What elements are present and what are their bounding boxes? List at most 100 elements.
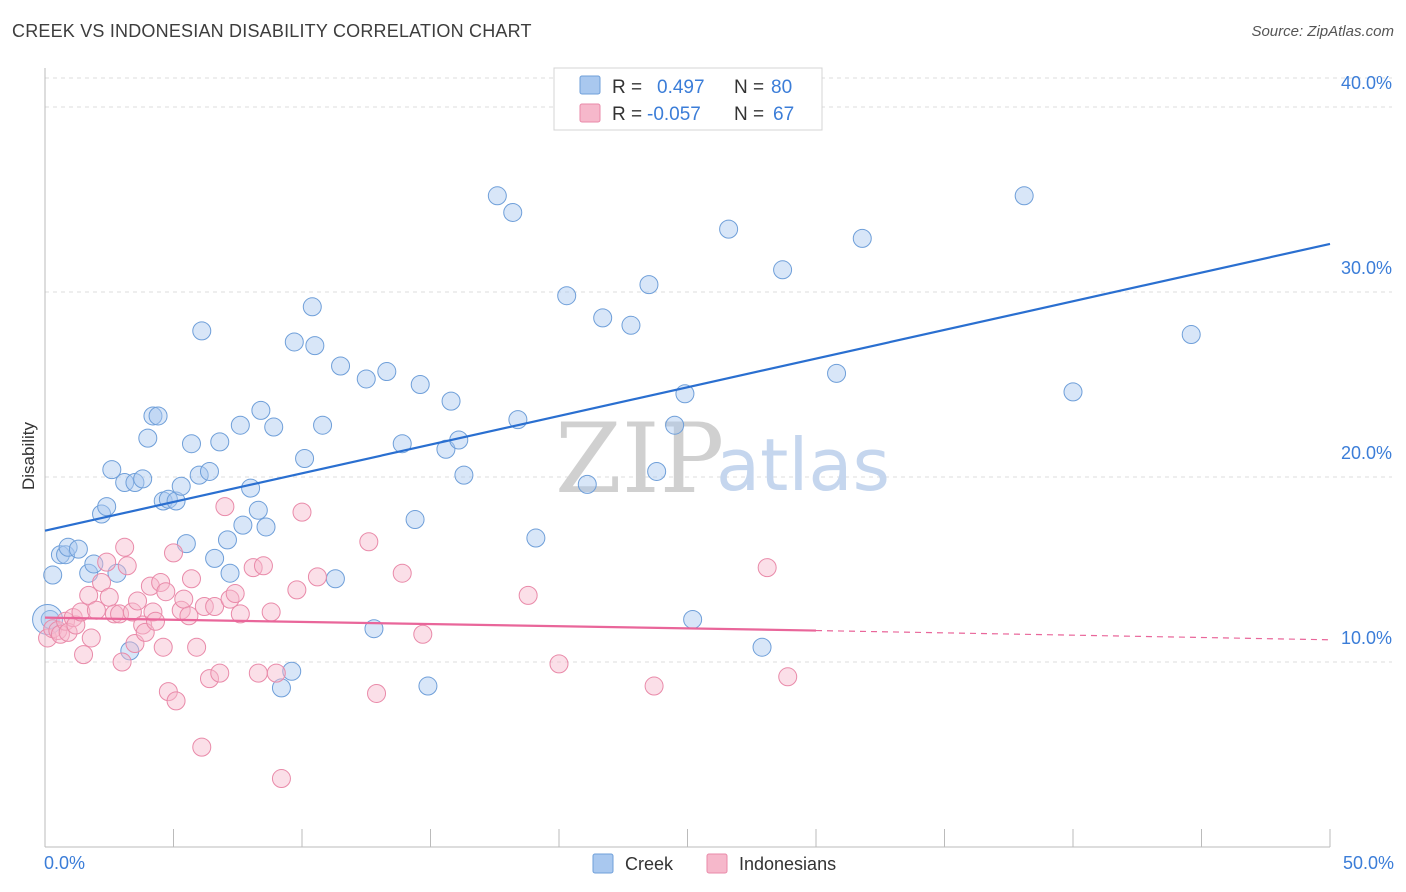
indonesians-point — [518, 585, 538, 605]
creek-point — [97, 497, 117, 517]
indonesians-point — [166, 691, 186, 711]
creek-point — [210, 432, 230, 452]
creek-point — [577, 474, 597, 494]
indonesians-point — [174, 589, 194, 609]
indonesians-point — [266, 663, 286, 683]
creek-r-value: 0.497 — [657, 77, 705, 98]
chart-title: CREEK VS INDONESIAN DISABILITY CORRELATI… — [12, 21, 532, 41]
creek-point — [181, 434, 201, 454]
indonesians-point — [248, 663, 268, 683]
watermark-zip: ZIP — [555, 403, 724, 515]
indonesians-point — [112, 652, 132, 672]
indonesians-point — [74, 645, 94, 665]
creek-point — [148, 406, 168, 426]
creek-point — [189, 465, 209, 485]
creek-point — [220, 563, 240, 583]
indonesians-point — [757, 558, 777, 578]
creek-point — [503, 202, 523, 222]
creek-trend-line — [44, 242, 1331, 532]
indonesians-point — [81, 628, 101, 648]
y-axis-label: Disability — [19, 421, 38, 490]
creek-point — [56, 545, 76, 565]
indonesians-point — [153, 637, 173, 657]
indonesians-series — [38, 497, 798, 789]
creek-point — [102, 460, 122, 480]
creek-point — [593, 308, 613, 328]
indonesians-point — [179, 606, 199, 626]
creek-point — [487, 186, 507, 206]
creek-point — [241, 478, 261, 498]
indonesians-point — [287, 580, 307, 600]
creek-point — [356, 369, 376, 389]
y-tick-label: 30.0% — [1341, 258, 1392, 278]
axes: 10.0% 20.0% 30.0% 40.0% — [44, 68, 1392, 848]
indonesians-point — [115, 537, 135, 557]
indonesians-point — [79, 585, 99, 605]
creek-point — [199, 461, 219, 481]
creek-point — [295, 449, 315, 468]
source-label: Source: ZipAtlas.com — [1251, 23, 1394, 40]
creek-point — [264, 417, 284, 437]
indonesians-trend-line — [44, 616, 817, 632]
creek-series — [32, 186, 1201, 698]
creek-point — [683, 609, 703, 629]
creek-point — [719, 219, 739, 239]
watermark: ZIP atlas — [555, 403, 890, 515]
y-tick-label: 20.0% — [1341, 443, 1392, 463]
indonesians-point — [99, 587, 119, 607]
indonesians-point — [413, 624, 433, 644]
indonesians-r-label: R = — [612, 104, 642, 125]
indonesians-point — [210, 663, 230, 683]
indonesians-point — [58, 622, 78, 642]
creek-point — [526, 528, 546, 548]
creek-point — [454, 465, 474, 485]
indonesians-point — [367, 683, 387, 703]
watermark-atlas: atlas — [716, 423, 890, 507]
indonesians-point — [122, 602, 142, 622]
creek-point — [752, 637, 772, 657]
creek-legend-label: Creek — [625, 854, 674, 874]
creek-point — [1181, 325, 1201, 345]
indonesians-point — [392, 563, 412, 583]
creek-point — [392, 434, 412, 454]
indonesians-point — [261, 602, 281, 622]
creek-point — [665, 415, 685, 435]
creek-point — [192, 321, 212, 341]
indonesians-point — [164, 543, 183, 563]
indonesians-r-value: -0.057 — [647, 104, 701, 125]
indonesians-point — [92, 572, 112, 592]
x-tick-label-max: 50.0% — [1343, 853, 1394, 873]
indonesians-point — [156, 582, 176, 602]
creek-point — [557, 286, 577, 306]
creek-point — [405, 510, 425, 530]
x-tick-label-min: 0.0% — [44, 853, 85, 873]
creek-point — [282, 661, 302, 681]
indonesians-point — [549, 654, 569, 674]
creek-point — [284, 332, 304, 352]
creek-point — [233, 515, 253, 535]
creek-point — [217, 530, 237, 550]
indonesians-point — [778, 667, 798, 687]
indonesians-point — [644, 676, 664, 696]
creek-point — [773, 260, 793, 280]
indonesians-point — [215, 497, 235, 517]
indonesians-legend-label: Indonesians — [739, 854, 836, 874]
creek-point — [271, 678, 291, 698]
indonesians-point — [307, 567, 327, 587]
indonesians-point — [117, 556, 137, 576]
creek-point — [143, 406, 163, 426]
creek-point — [248, 500, 268, 520]
correlation-legend: R = 0.497 N = 80 R = -0.057 N = 67 — [553, 67, 823, 131]
series-legend: Creek Indonesians — [592, 853, 836, 874]
creek-point — [418, 676, 438, 696]
creek-point — [441, 391, 461, 411]
indonesians-point — [128, 591, 148, 611]
indonesians-point — [97, 552, 117, 572]
indonesians-bottom-swatch — [706, 853, 728, 874]
indonesians-point — [205, 597, 225, 616]
creek-legend-swatch — [579, 75, 601, 95]
creek-point — [205, 548, 225, 568]
creek-point — [79, 563, 99, 583]
creek-point — [647, 461, 667, 481]
indonesians-point — [253, 556, 273, 576]
